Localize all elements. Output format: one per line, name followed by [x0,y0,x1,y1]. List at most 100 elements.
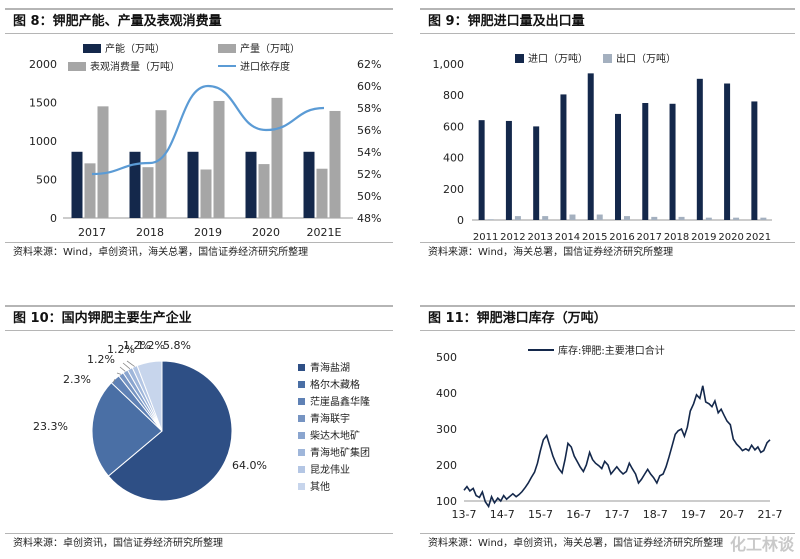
x-tick-label: 15-7 [528,508,553,521]
pie-value-label: 1.2% [87,353,115,366]
legend-swatch [298,432,305,439]
bar-2 [155,110,167,218]
import-bar [669,103,676,220]
import-bar [615,113,621,220]
import-bar [587,73,594,220]
bar-0 [187,151,199,218]
y-tick-label: 1000 [29,135,57,148]
pie-value-label: 1.2% [137,339,165,352]
bar-1 [142,167,154,218]
bar-2 [97,106,109,218]
figure-9-panel: 图 9：钾肥进口量及出口量 0 200 400 600 800 1,000 2011 2012… [420,8,795,264]
x-tick-label: 2017 [637,232,662,243]
import-bar [560,94,567,220]
figure-11-title: 图 11：钾肥港口库存（万吨） [420,305,795,331]
leader-line [122,362,131,370]
import-bar [751,101,758,220]
y-tick-label: 300 [436,423,457,436]
bar-2 [329,110,341,218]
x-tick-label: 2020 [252,226,280,239]
y-tick-label: 2000 [29,58,57,71]
legend-label: 青海地矿集团 [310,446,370,459]
x-tick-label: 2012 [500,232,525,243]
legend-swatch [603,54,612,63]
x-tick-label: 2020 [718,232,743,243]
x-tick-label: 2019 [691,232,716,243]
dependency-line [91,84,325,176]
x-tick-label: 2021 [746,232,771,243]
y-tick-label: 0 [50,212,57,225]
legend-swatch [515,54,524,63]
import-bar [724,83,731,220]
figure-8-panel: 图 8：钾肥产能、产量及表观消费量 0 500 1000 1500 2000 48% 50%… [5,8,393,264]
bar-0 [71,151,83,218]
pie-slice [136,360,163,432]
x-tick-label: 20-7 [719,508,744,521]
bar-1 [84,163,96,218]
export-bar [733,217,740,220]
y-tick-label: 100 [436,495,457,508]
pie-slice [91,381,163,477]
capacity-output-consumption-chart: 0 500 1000 1500 2000 48% 50% 52% 54% 56% 58% 60% 62%… [29,42,381,239]
x-tick-label: 19-7 [681,508,706,521]
x-tick-label: 17-7 [605,508,630,521]
legend-label: 格尔木藏格 [310,378,360,391]
legend-swatch [298,381,305,388]
y-tick-label: 200 [443,183,464,196]
bar-2 [271,97,283,218]
figure-10-title: 图 10：国内钾肥主要生产企业 [5,305,393,331]
y-tick-label: 200 [436,459,457,472]
bar-1 [316,168,328,218]
x-tick-label: 18-7 [643,508,668,521]
export-bar [760,217,767,220]
legend-label: 青海盐湖 [310,361,350,374]
figure-10-panel: 图 10：国内钾肥主要生产企业 64.0% 23.3% 2.3% 1.2% 1.2% 1.… [5,305,393,555]
x-tick-label: 2018 [136,226,164,239]
legend-swatch [83,44,101,53]
leader-line [119,366,126,372]
figure-9-title: 图 9：钾肥进口量及出口量 [420,8,795,34]
bar-0 [303,151,315,218]
pie-value-label: 5.8% [163,339,191,352]
y2-tick-label: 50% [357,190,381,203]
legend-swatch [298,364,305,371]
inventory-line [463,385,771,509]
y2-tick-label: 60% [357,80,381,93]
x-tick-label: 16-7 [566,508,591,521]
pie-value-label: 64.0% [232,459,267,472]
legend-label: 昆龙伟业 [310,463,350,476]
legend-label: 产能（万吨） [105,42,165,55]
x-tick-label: 2015 [582,232,607,243]
pie-value-label: 1.2% [123,339,151,352]
leader-line [116,372,122,375]
legend-label: 茫崖晶鑫华隆 [310,395,370,408]
import-bar [696,78,703,220]
y2-tick-label: 52% [357,168,381,181]
x-tick-label: 2018 [664,232,689,243]
legend-label: 青海联宇 [310,412,350,425]
pie-value-label: 2.3% [63,373,91,386]
legend-label: 产量（万吨） [240,42,300,55]
bar-1 [258,164,270,218]
legend-label: 库存:钾肥:主要港口合计 [558,344,665,357]
producer-share-pie: 64.0%23.3%2.3%1.2%1.2%1.2%1.2%5.8%青海盐湖格尔… [33,339,370,502]
export-bar [542,216,549,220]
y-tick-label: 500 [436,351,457,364]
legend-swatch [298,466,305,473]
y-tick-label: 0 [457,214,464,227]
export-bar [514,216,521,220]
x-tick-label: 2011 [473,232,498,243]
bar-0 [245,151,257,218]
export-bar [624,216,630,220]
legend-label: 出口（万吨） [616,52,676,65]
y-tick-label: 800 [443,89,464,102]
legend-swatch [218,44,236,53]
y2-tick-label: 56% [357,124,381,137]
figure-11-panel: 图 11：钾肥港口库存（万吨） 100 200 300 400 500 13-7 14-7 1… [420,305,795,555]
figure-11-source: 资料来源：Wind，卓创资讯，海关总署，国信证券经济研究所整理 [420,533,795,553]
pie-slice [107,360,233,502]
bar-2 [213,100,225,218]
pie-value-label: 23.3% [33,420,68,433]
legend-label: 进口依存度 [240,60,290,73]
import-bar [505,120,512,220]
